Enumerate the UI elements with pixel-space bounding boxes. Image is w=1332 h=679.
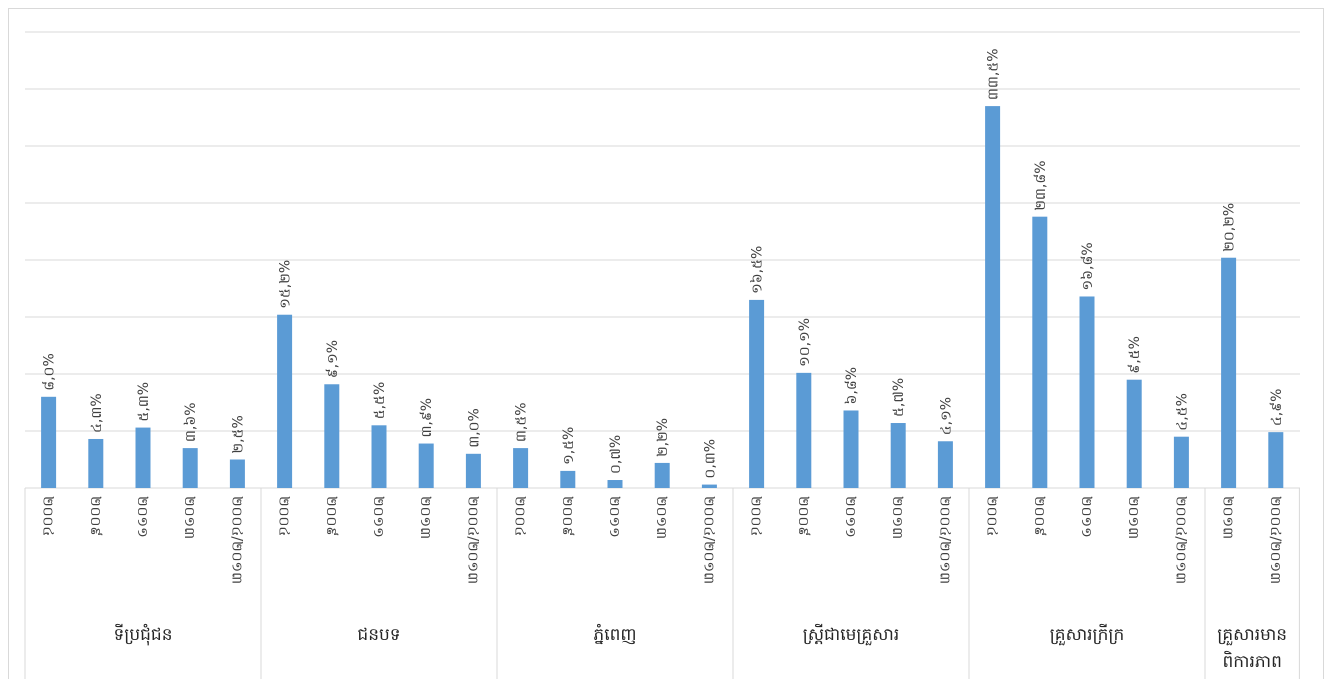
- tick-label: ២០១៣: [417, 496, 433, 539]
- bar: [1221, 257, 1237, 488]
- data-label: ២០,២%: [1222, 203, 1238, 252]
- data-label: ៩,៥%: [1127, 336, 1143, 374]
- data-label: ៤,៩%: [1269, 389, 1285, 427]
- data-label: ១៥,២%: [278, 260, 294, 309]
- data-label: ០,៧%: [608, 435, 624, 474]
- bars: [41, 106, 1284, 488]
- tick-label: ២០០៤: [40, 496, 56, 536]
- tick-label: ២០០៤: [984, 496, 1000, 536]
- data-label: ៤,១%: [938, 397, 954, 435]
- data-label: ៤,៥%: [1174, 393, 1190, 431]
- data-label: ១៦,៨%: [1080, 242, 1096, 290]
- tick-label: ២០១៣: [1125, 496, 1141, 539]
- tick-label: ២០០៩: [87, 496, 103, 536]
- tick-label: ២០០៤/២០១៣: [936, 496, 952, 584]
- data-label: ២,២%: [655, 418, 671, 457]
- group-label: ពិការភាព: [1223, 650, 1282, 672]
- tick-label: ២០០៩: [323, 496, 339, 536]
- bar: [41, 396, 57, 488]
- data-label: ៥,៥%: [372, 382, 388, 420]
- data-labels: ៨,០% ៤,៣% ៥,៣% ៣,៦% ២,៥% ១៥,២% ៩,១% ៥,៥% ៣,៩% ៣,០…: [42, 49, 1285, 479]
- data-label: ១០,១%: [797, 318, 813, 367]
- data-label: ៦,៨%: [844, 367, 860, 405]
- bar: [1126, 379, 1142, 488]
- bar: [937, 441, 953, 488]
- data-label: ២,៥%: [230, 415, 246, 453]
- data-label: ០,៣%: [702, 439, 718, 479]
- tick-label: ២០០៩: [1031, 496, 1047, 536]
- tick-label: ២០០៤/២០១៣: [1267, 496, 1283, 584]
- data-label: ៤,៣%: [89, 393, 105, 433]
- bar: [371, 425, 387, 488]
- data-label: ១៦,៥%: [750, 246, 766, 294]
- bar: [890, 423, 906, 488]
- bar: [229, 459, 245, 488]
- bar: [701, 484, 717, 488]
- bar: [182, 448, 198, 488]
- chart-frame: [8, 8, 1324, 679]
- bar: [1268, 432, 1284, 488]
- bar: [135, 427, 151, 488]
- tick-label: ២០០៤: [512, 496, 528, 536]
- data-label: ៥,៧%: [891, 378, 907, 417]
- data-label: ២៣,៨%: [1033, 160, 1049, 210]
- data-label: ៨,០%: [42, 353, 58, 391]
- tick-label: ២០០៤/២០១៣: [228, 496, 244, 584]
- bar: [843, 410, 859, 488]
- bar: [796, 372, 812, 488]
- data-label: ៥,៣%: [136, 382, 152, 422]
- data-label: ៣,៦%: [183, 402, 199, 442]
- tick-label: ២០០៤: [748, 496, 764, 536]
- tick-label: ២០១៣: [889, 496, 905, 539]
- tick-label: ២០០៤: [276, 496, 292, 536]
- tick-label: ២០១១: [842, 496, 858, 538]
- bar: [465, 453, 481, 488]
- bar: [1079, 296, 1095, 488]
- bar: [985, 106, 1001, 488]
- tick-label: ២០០៩: [559, 496, 575, 536]
- group-label: ទីប្រជុំជន: [113, 623, 172, 646]
- tick-label: ២០១៣: [653, 496, 669, 539]
- bar: [88, 438, 104, 488]
- bar: [654, 462, 670, 488]
- data-label: ៣,០%: [466, 408, 482, 448]
- tick-label: ២០០៤/២០១៣: [1172, 496, 1188, 584]
- bar: [324, 384, 340, 488]
- tick-label: ២០០៤/២០១៣: [464, 496, 480, 584]
- tick-label: ២០០៤/២០១៣: [700, 496, 716, 584]
- group-label: គ្រួសារក្រីក្រ: [1050, 623, 1125, 646]
- data-label: ៣,៩%: [419, 398, 435, 438]
- tick-label: ២០០៩: [795, 496, 811, 536]
- bar: [607, 480, 623, 488]
- bar: [1032, 216, 1048, 488]
- group-label: ជនបទ: [357, 625, 400, 645]
- bar: [749, 299, 765, 488]
- tick-label: ២០១១: [1078, 496, 1094, 538]
- data-label: ៣៣,៥%: [986, 49, 1002, 101]
- group-label: ស្ត្រីជាមេគ្រួសារ: [803, 623, 899, 646]
- bar: [560, 470, 576, 488]
- group-label: ភ្នំពេញ: [593, 623, 636, 645]
- group-label: គ្រួសារមាន: [1217, 625, 1287, 646]
- bar: [418, 443, 434, 488]
- tick-label: ២០១១: [134, 496, 150, 538]
- tick-label: ២០១១: [370, 496, 386, 538]
- data-label: ១,៥%: [561, 427, 577, 465]
- tick-label: ២០១៣: [181, 496, 197, 539]
- bar: [1173, 436, 1189, 488]
- bar: [513, 448, 529, 488]
- data-label: ៣,៥%: [514, 402, 530, 442]
- tick-label: ២០១១: [606, 496, 622, 538]
- tick-label: ២០១៣: [1220, 496, 1236, 539]
- bar: [277, 314, 293, 488]
- data-label: ៩,១%: [325, 340, 341, 378]
